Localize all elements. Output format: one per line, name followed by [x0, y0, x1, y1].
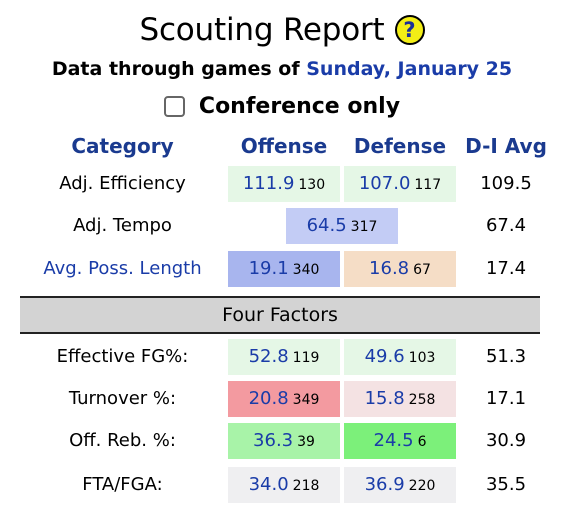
conference-only-toggle[interactable]: Conference only — [0, 90, 564, 122]
cell-value: 16.8 — [369, 258, 410, 279]
cell-rank: 317 — [350, 219, 378, 235]
question-mark-icon[interactable]: ? — [394, 15, 425, 45]
cell-value: 20.8 — [248, 388, 289, 409]
cell-rank: 220 — [408, 478, 436, 494]
header-defense[interactable]: Defense — [353, 134, 447, 158]
data-through-line: Data through games of Sunday, January 25 — [0, 55, 564, 83]
fta-fga-offense-cell: 34.0 218 — [228, 467, 340, 503]
avg-poss-length-offense-cell: 19.1 340 — [228, 251, 340, 287]
cell-rank: 258 — [408, 392, 436, 408]
cell-value: 52.8 — [248, 346, 289, 367]
cell-rank: 67 — [413, 262, 431, 278]
fta-fga-d1-avg: 35.5 — [485, 474, 527, 495]
cell-rank: 340 — [292, 262, 320, 278]
row-label-adj-tempo: Adj. Tempo — [73, 215, 172, 236]
conference-only-checkbox[interactable] — [163, 95, 185, 117]
row-label-turnover: Turnover %: — [68, 388, 177, 409]
avg-poss-length-d1-avg: 17.4 — [485, 258, 527, 279]
cell-rank: 117 — [414, 177, 442, 193]
cell-rank: 218 — [292, 478, 320, 494]
header-d1-avg: D-I Avg — [465, 134, 547, 158]
report-title: Scouting Report ? — [0, 8, 564, 52]
cell-value: 24.5 — [373, 430, 414, 451]
cell-value: 15.8 — [364, 388, 405, 409]
off-reb-offense-cell: 36.3 39 — [228, 423, 340, 459]
adj-efficiency-defense-cell: 107.0 117 — [344, 166, 456, 202]
adj-efficiency-offense-cell: 111.9 130 — [228, 166, 340, 202]
efg-defense-cell: 49.6 103 — [344, 339, 456, 375]
cell-value: 36.3 — [253, 430, 294, 451]
cell-value: 36.9 — [364, 474, 405, 495]
cell-value: 111.9 — [242, 173, 295, 194]
off-reb-defense-cell: 24.5 6 — [344, 423, 456, 459]
adj-tempo-cell: 64.5 317 — [286, 208, 398, 244]
adj-efficiency-d1-avg: 109.5 — [480, 173, 532, 194]
cell-rank: 39 — [297, 434, 315, 450]
cell-rank: 103 — [408, 350, 436, 366]
page-title: Scouting Report — [139, 12, 385, 48]
cell-value: 34.0 — [248, 474, 289, 495]
off-reb-d1-avg: 30.9 — [485, 430, 527, 451]
turnover-d1-avg: 17.1 — [485, 388, 527, 409]
turnover-offense-cell: 20.8 349 — [228, 381, 340, 417]
cell-value: 49.6 — [364, 346, 405, 367]
header-offense[interactable]: Offense — [240, 134, 328, 158]
header-category: Category — [71, 134, 174, 158]
subtitle-date-link[interactable]: Sunday, January 25 — [306, 58, 513, 80]
cell-rank: 130 — [298, 177, 326, 193]
subtitle-prefix: Data through games of — [51, 58, 300, 80]
efg-offense-cell: 52.8 119 — [228, 339, 340, 375]
avg-poss-length-defense-cell: 16.8 67 — [344, 251, 456, 287]
row-label-avg-poss-length[interactable]: Avg. Poss. Length — [43, 258, 202, 279]
fta-fga-defense-cell: 36.9 220 — [344, 467, 456, 503]
adj-tempo-d1-avg: 67.4 — [485, 215, 527, 236]
cell-rank: 119 — [292, 350, 320, 366]
cell-value: 107.0 — [358, 173, 411, 194]
cell-rank: 349 — [292, 392, 320, 408]
row-label-adj-efficiency: Adj. Efficiency — [59, 173, 186, 194]
conference-only-label: Conference only — [198, 93, 401, 119]
cell-value: 64.5 — [306, 215, 347, 236]
section-header-four-factors: Four Factors — [20, 296, 540, 334]
turnover-defense-cell: 15.8 258 — [344, 381, 456, 417]
efg-d1-avg: 51.3 — [485, 346, 527, 367]
cell-value: 19.1 — [248, 258, 289, 279]
row-label-effective-fg: Effective FG%: — [56, 346, 189, 367]
row-label-off-reb: Off. Reb. %: — [69, 430, 176, 451]
cell-rank: 6 — [417, 434, 427, 450]
row-label-fta-fga: FTA/FGA: — [82, 474, 163, 495]
